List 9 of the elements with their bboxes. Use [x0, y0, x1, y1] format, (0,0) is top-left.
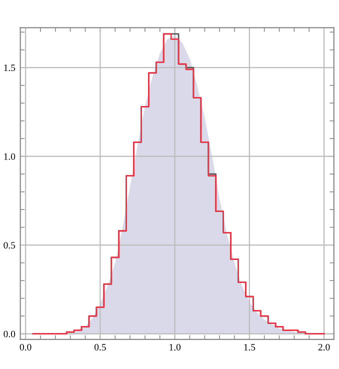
- x-tick-label: 1.0: [170, 344, 181, 351]
- x-tick-label: 0.0: [20, 344, 32, 351]
- x-tick-label: 2.0: [318, 344, 330, 351]
- y-tick-label: 0.5: [4, 242, 16, 249]
- y-tick-label: 1.0: [4, 153, 16, 160]
- x-tick-label: 1.5: [244, 344, 256, 351]
- x-tick-label: 0.5: [94, 344, 106, 351]
- y-tick-label: 1.5: [4, 64, 16, 72]
- y-tick-label: 0.0: [4, 330, 16, 338]
